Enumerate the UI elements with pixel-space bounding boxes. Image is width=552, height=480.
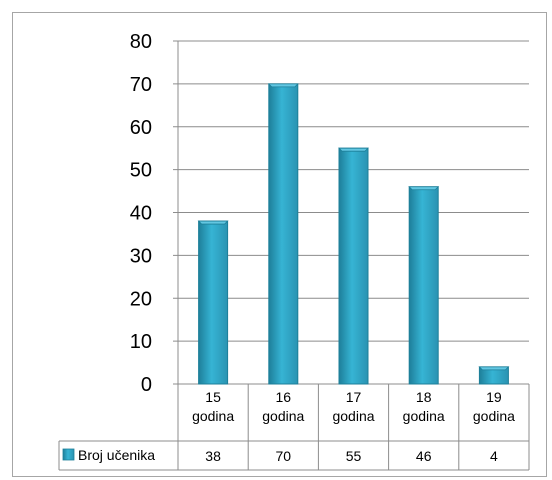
y-tick-label: 30 <box>130 245 152 267</box>
y-tick-label: 20 <box>130 288 152 310</box>
category-label: 18 godina <box>403 389 445 424</box>
bar-top-bevel <box>197 220 229 225</box>
bar-1 <box>197 220 229 385</box>
bar-top-bevel <box>408 186 440 191</box>
category-label: 19 godina <box>473 389 515 424</box>
bar-top-bevel <box>478 366 510 371</box>
bar-5 <box>478 366 510 385</box>
y-tick-label: 80 <box>130 31 152 53</box>
bar-2 <box>267 83 299 385</box>
bar-top-bevel <box>338 147 369 152</box>
legend-series-name: Broj učenika <box>78 447 155 463</box>
table-value-cell: 55 <box>346 448 362 464</box>
y-tick-label: 10 <box>130 331 152 353</box>
table-value-cell: 46 <box>416 448 432 464</box>
y-tick-label: 40 <box>130 203 152 225</box>
legend-key <box>62 448 75 461</box>
bar-body <box>198 220 229 385</box>
category-label: 15 godina <box>192 389 234 424</box>
y-tick-label: 70 <box>130 74 152 96</box>
table-value-cell: 38 <box>205 448 221 464</box>
bar-4 <box>408 186 440 385</box>
bar-3 <box>338 147 369 385</box>
bar-body <box>268 83 299 385</box>
category-label: 17 godina <box>332 389 374 424</box>
table-value-cell: 4 <box>490 448 498 464</box>
bar-body <box>408 186 439 385</box>
y-tick-labels: 0 10 20 30 40 50 60 70 80 <box>130 31 152 396</box>
bar-body <box>338 147 369 385</box>
y-tick-label: 60 <box>130 117 152 139</box>
y-tick-label: 50 <box>130 160 152 182</box>
y-tick-label: 0 <box>141 374 152 396</box>
table-value-cell: 70 <box>276 448 292 464</box>
category-label: 16 godina <box>262 389 304 424</box>
data-table: 15 godina 16 godina 17 godina 18 godina 19 godina… <box>58 384 530 471</box>
bars <box>197 83 510 385</box>
bar-top-bevel <box>267 83 299 88</box>
